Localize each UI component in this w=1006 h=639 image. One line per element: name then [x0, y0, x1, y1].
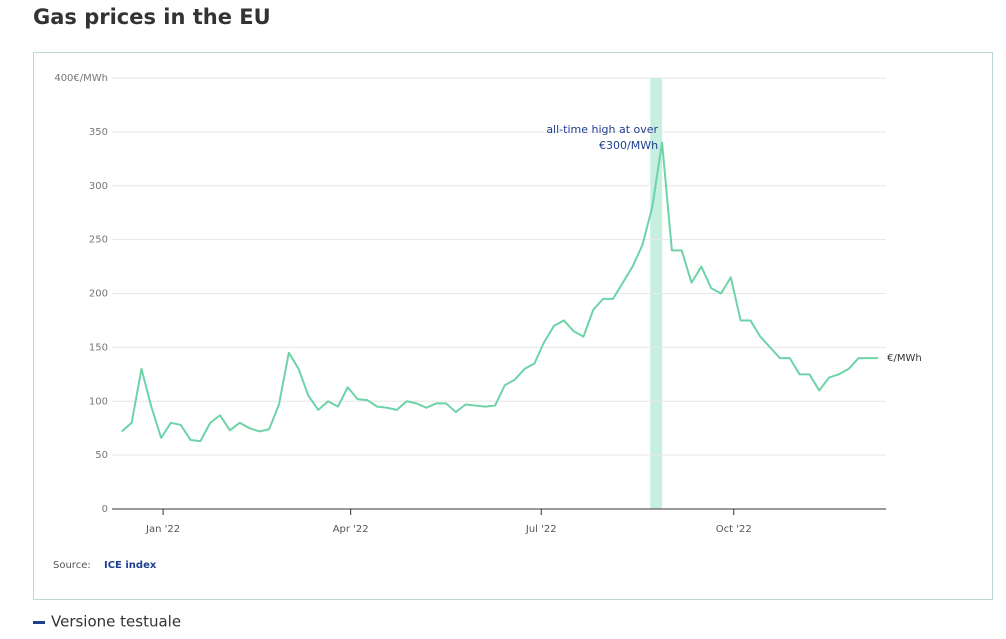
toggle-icon[interactable] — [33, 621, 45, 624]
x-tick-label: Jul '22 — [525, 524, 557, 535]
annotation: €300/MWh — [599, 139, 658, 152]
title: Gas prices in the EU — [33, 5, 271, 29]
y-tick-label: 0 — [102, 504, 108, 515]
y-tick-label: 300 — [89, 181, 108, 192]
y-tick-label: 350 — [89, 127, 108, 138]
series-label: €/MWh — [887, 353, 922, 364]
chart-frame — [33, 52, 993, 600]
y-tick-label: 100 — [89, 396, 108, 407]
annotation: all-time high at over — [546, 123, 658, 136]
x-tick-label: Jan '22 — [145, 524, 180, 535]
text-version-link[interactable]: Versione testuale — [51, 613, 181, 631]
y-tick-label: 250 — [89, 235, 108, 246]
price-line — [121, 141, 879, 443]
x-tick-label: Apr '22 — [333, 524, 369, 535]
y-tick-label: 150 — [89, 342, 108, 353]
y-tick-label: 50 — [95, 450, 108, 461]
source-link[interactable]: ICE index — [104, 560, 157, 571]
x-tick-label: Oct '22 — [716, 524, 752, 535]
y-tick-label: 400€/MWh — [54, 73, 108, 84]
y-tick-label: 200 — [89, 289, 108, 300]
source-label: Source: — [53, 560, 91, 571]
